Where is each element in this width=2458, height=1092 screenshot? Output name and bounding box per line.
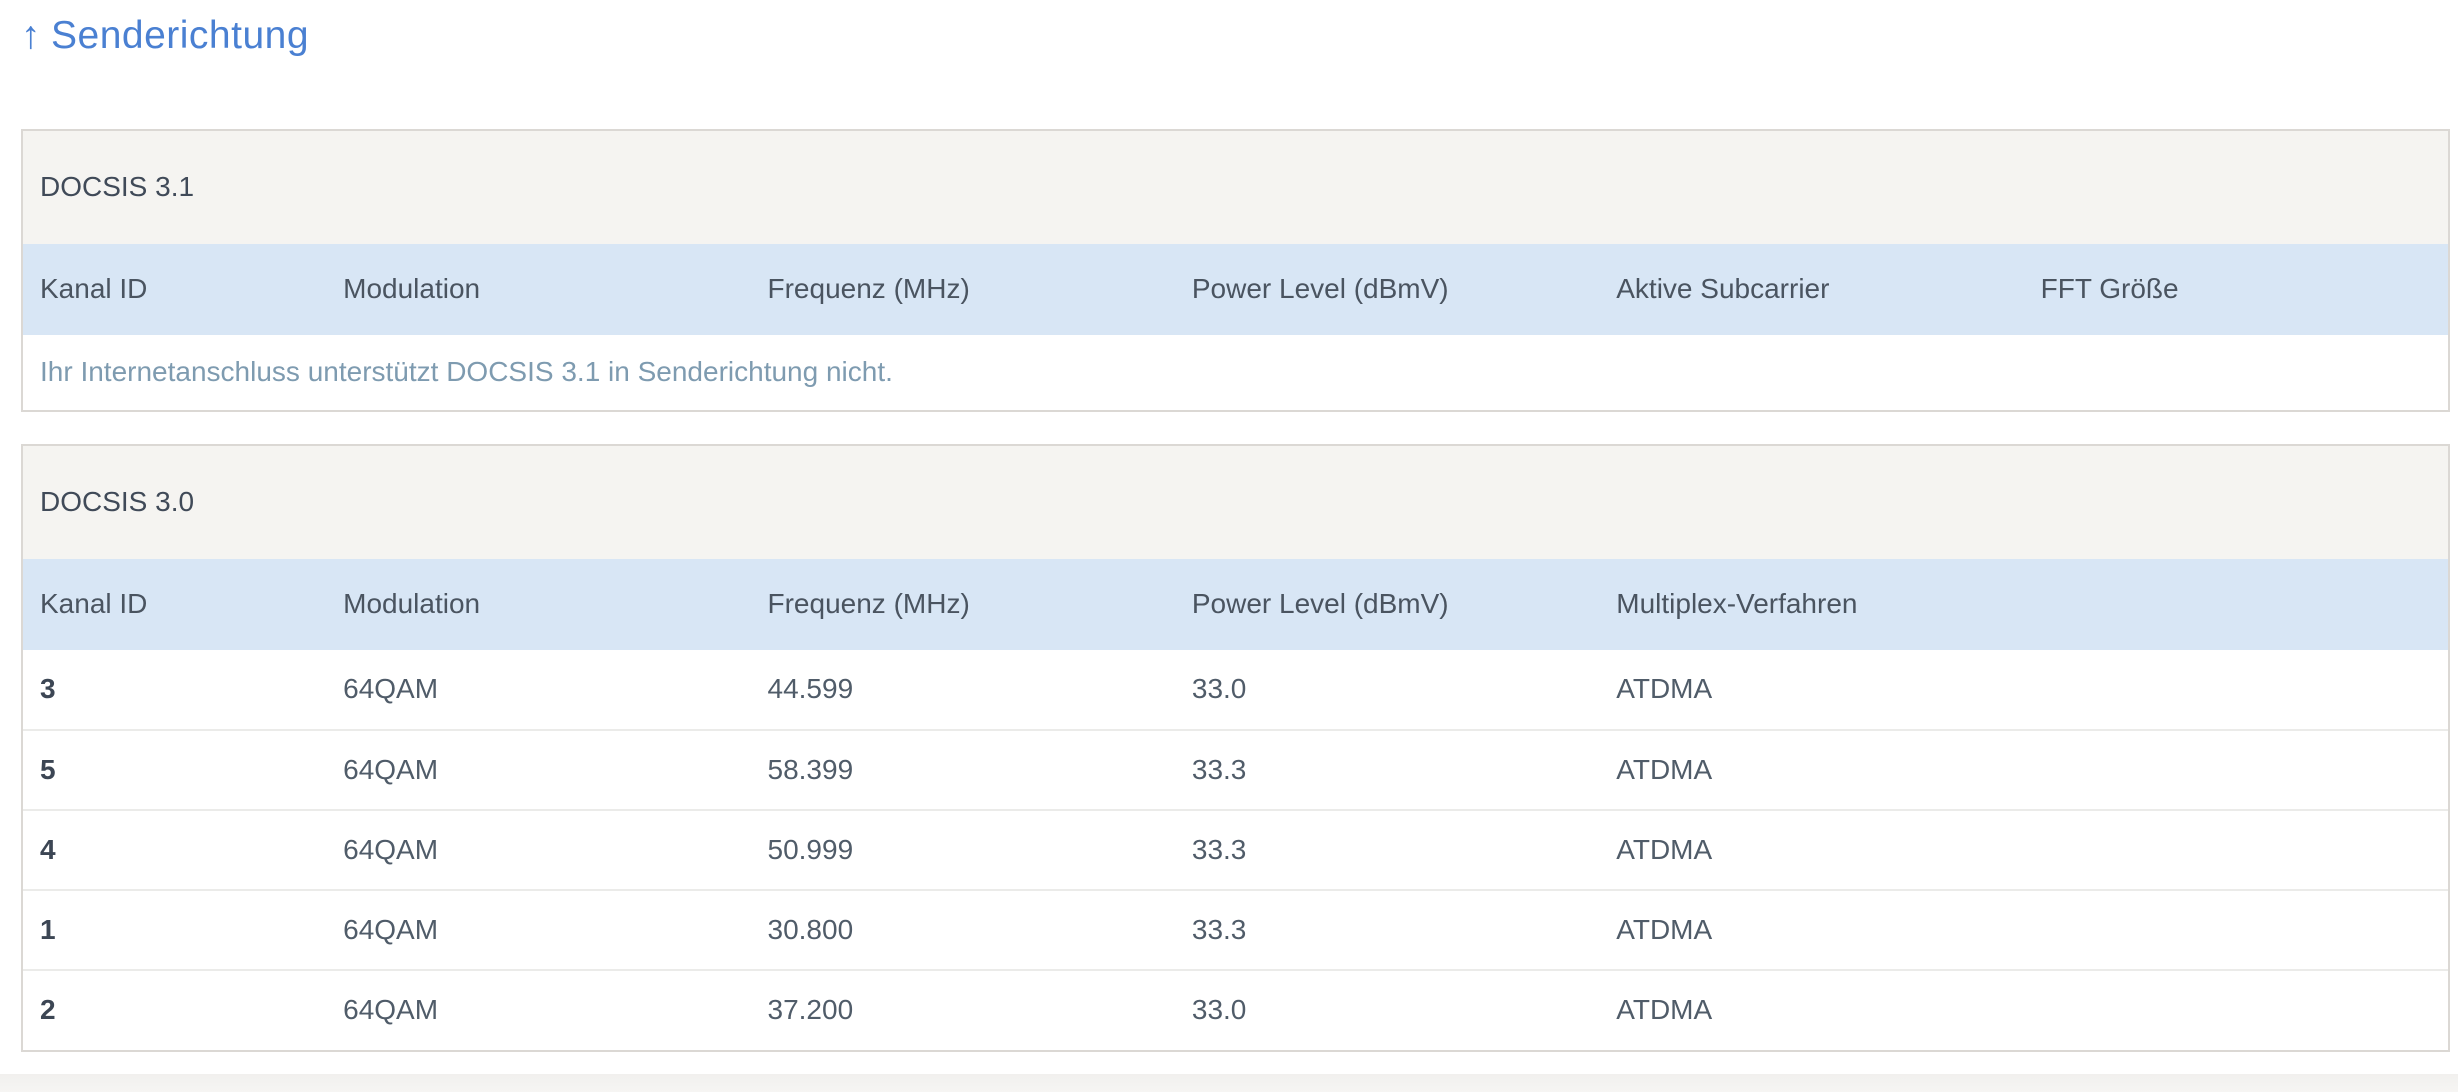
cell-frequenz: 44.599 <box>750 649 1175 730</box>
column-header-aktive-subcarrier: Aktive Subcarrier <box>1599 243 2024 335</box>
table-row: 4 64QAM 50.999 33.3 ATDMA <box>23 808 2448 890</box>
column-header-kanal-id: Kanal ID <box>23 558 327 650</box>
docsis-30-header-row: Kanal ID Modulation Frequenz (MHz) Power… <box>23 558 2448 650</box>
cell-power-level: 33.0 <box>1174 649 1600 730</box>
column-header-power-level: Power Level (dBmV) <box>1174 243 1600 335</box>
docsis-30-section-title: DOCSIS 3.0 <box>23 445 2448 559</box>
cell-modulation: 64QAM <box>326 649 751 730</box>
table-row: 3 64QAM 44.599 33.0 ATDMA <box>23 649 2448 730</box>
cell-multiplex: ATDMA <box>1599 728 2448 810</box>
page-content: ↑ Senderichtung DOCSIS 3.1 Kanal ID Modul… <box>0 12 2458 1052</box>
column-header-frequenz: Frequenz (MHz) <box>750 243 1175 335</box>
column-header-multiplex-verfahren: Multiplex-Verfahren <box>1599 558 2448 650</box>
cell-power-level: 33.3 <box>1174 888 1600 970</box>
page-title: Senderichtung <box>51 14 310 57</box>
cell-kanal-id: 2 <box>23 968 327 1050</box>
table-row: 1 64QAM 30.800 33.3 ATDMA <box>23 888 2448 970</box>
cell-modulation: 64QAM <box>326 888 751 970</box>
table-row: 5 64QAM 58.399 33.3 ATDMA <box>23 728 2448 810</box>
docsis-31-table: Kanal ID Modulation Frequenz (MHz) Power… <box>23 243 2448 410</box>
column-header-frequenz: Frequenz (MHz) <box>750 558 1175 650</box>
cell-kanal-id: 1 <box>23 888 327 970</box>
docsis-31-message-row: Ihr Internetanschluss unterstützt DOCSIS… <box>23 334 2448 410</box>
cell-power-level: 33.3 <box>1174 728 1600 810</box>
cell-multiplex: ATDMA <box>1599 808 2448 890</box>
column-header-modulation: Modulation <box>326 243 751 335</box>
docsis-30-panel: DOCSIS 3.0 Kanal ID Modulation Frequenz … <box>21 443 2450 1052</box>
docsis-31-not-supported-message: Ihr Internetanschluss unterstützt DOCSIS… <box>23 334 2448 410</box>
docsis-31-header-row: Kanal ID Modulation Frequenz (MHz) Power… <box>23 243 2448 335</box>
section-heading-senderichtung: ↑ Senderichtung <box>21 12 2450 61</box>
column-header-modulation: Modulation <box>326 558 751 650</box>
cell-frequenz: 37.200 <box>750 968 1175 1050</box>
cell-multiplex: ATDMA <box>1599 968 2448 1050</box>
cell-power-level: 33.0 <box>1174 968 1600 1050</box>
cell-kanal-id: 4 <box>23 808 327 890</box>
cell-modulation: 64QAM <box>326 968 751 1050</box>
cell-frequenz: 30.800 <box>750 888 1175 970</box>
cell-power-level: 33.3 <box>1174 808 1600 890</box>
cell-kanal-id: 5 <box>23 728 327 810</box>
cell-kanal-id: 3 <box>23 649 327 730</box>
cell-frequenz: 50.999 <box>750 808 1175 890</box>
page-background-strip <box>0 1074 2458 1092</box>
docsis-31-panel: DOCSIS 3.1 Kanal ID Modulation Frequenz … <box>21 128 2450 412</box>
cell-multiplex: ATDMA <box>1599 888 2448 970</box>
cell-frequenz: 58.399 <box>750 728 1175 810</box>
column-header-kanal-id: Kanal ID <box>23 243 327 335</box>
docsis-30-table: Kanal ID Modulation Frequenz (MHz) Power… <box>23 558 2448 1050</box>
cell-modulation: 64QAM <box>326 808 751 890</box>
column-header-fft-groesse: FFT Größe <box>2023 243 2448 335</box>
docsis-31-section-title: DOCSIS 3.1 <box>23 130 2448 244</box>
cell-modulation: 64QAM <box>326 728 751 810</box>
up-arrow-icon: ↑ <box>21 14 41 57</box>
column-header-power-level: Power Level (dBmV) <box>1174 558 1600 650</box>
cell-multiplex: ATDMA <box>1599 649 2448 730</box>
table-row: 2 64QAM 37.200 33.0 ATDMA <box>23 968 2448 1050</box>
